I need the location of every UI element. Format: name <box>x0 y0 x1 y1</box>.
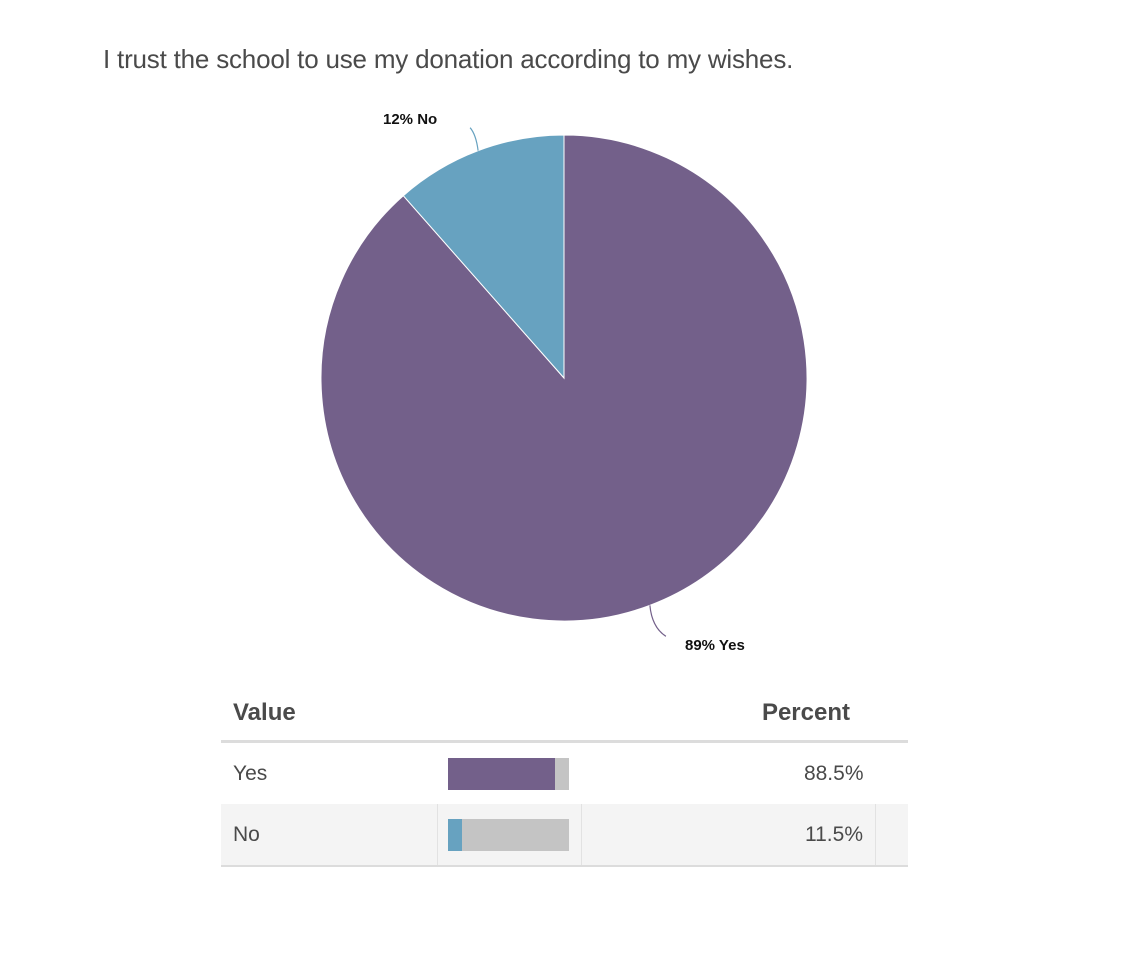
row-bar <box>438 742 582 805</box>
header-value: Value <box>221 686 438 743</box>
row-spacer <box>875 804 908 867</box>
pie-slices <box>320 134 808 622</box>
row-percent: 88.5% <box>803 761 864 785</box>
row-value: Yes <box>233 761 268 785</box>
bar-track <box>448 818 569 851</box>
slice-label-yes: 89% Yes <box>685 637 745 654</box>
bar-fill-no <box>448 818 462 851</box>
bar-track <box>447 757 569 790</box>
table-row: Yes 88.5% <box>221 742 908 805</box>
leader-line-no <box>469 127 479 151</box>
bar-fill-yes <box>447 757 555 790</box>
leader-line-yes <box>649 605 667 637</box>
row-bar <box>437 804 582 867</box>
header-percent: Percent <box>581 686 908 743</box>
row-spacer <box>876 742 909 805</box>
header-bar <box>437 686 582 743</box>
pie-leader-lines <box>469 127 667 637</box>
slice-label-no: 12% No <box>383 111 437 128</box>
question-title: I trust the school to use my donation ac… <box>103 44 794 74</box>
table-row: No 11.5% <box>221 804 908 867</box>
row-percent: 11.5% <box>581 804 876 867</box>
pie-chart: 12% No 89% Yes <box>320 111 808 654</box>
results-table: Value Percent Yes 88.5% No 11.5% <box>221 686 908 867</box>
table-header-row: Value Percent <box>221 686 908 743</box>
row-value: No <box>221 804 438 867</box>
